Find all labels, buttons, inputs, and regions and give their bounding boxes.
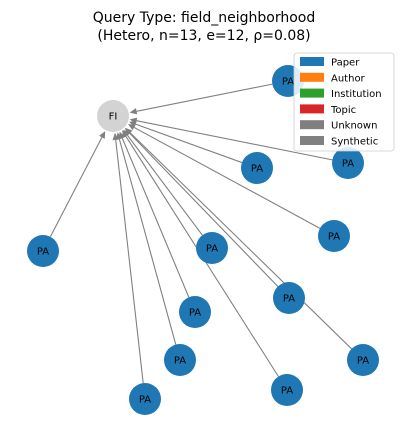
legend-label: Author: [331, 73, 366, 84]
node-circle: [196, 232, 228, 264]
edge: [124, 128, 279, 287]
legend-item: Topic: [300, 104, 356, 116]
edge-line: [121, 137, 190, 298]
arrow-head: [122, 130, 129, 138]
edge-line: [129, 132, 279, 287]
legend-swatch: [300, 72, 324, 82]
node-circle: [332, 147, 364, 179]
legend-label: Topic: [330, 105, 356, 116]
edge-line: [118, 138, 177, 345]
node-label: PA: [37, 247, 49, 258]
arrow-head: [112, 132, 119, 141]
legend-item: Author: [300, 72, 366, 84]
node-pa8: PA: [179, 296, 211, 328]
node-pa9: PA: [347, 344, 379, 376]
node-label: PA: [206, 244, 218, 255]
node-label: PA: [139, 395, 151, 406]
edge: [127, 124, 321, 229]
legend-swatch: [300, 120, 324, 130]
node-label: PA: [282, 77, 294, 88]
legend-items: Paper Author Institution Topic Unknown Synthe…: [300, 57, 382, 148]
node-circle: [271, 374, 303, 406]
edge: [112, 132, 144, 384]
legend-label: Unknown: [331, 121, 377, 132]
edge-line: [133, 126, 321, 229]
edge: [116, 132, 177, 345]
node-circle: [273, 282, 305, 314]
arrow-head: [127, 124, 136, 131]
arrow-head: [129, 108, 138, 115]
node-pa5: PA: [27, 235, 59, 267]
node-label: PA: [328, 232, 340, 243]
edge-line: [135, 123, 243, 164]
chart-subtitle: (Hetero, n=13, e=12, ρ=0.08): [97, 28, 310, 44]
legend-item: Synthetic: [300, 136, 378, 148]
legend-swatch: [300, 104, 324, 114]
node-pa12: PA: [129, 383, 161, 415]
node-pa6: PA: [196, 232, 228, 264]
edge: [49, 131, 106, 238]
edge: [123, 129, 203, 236]
node-label: PA: [281, 386, 293, 397]
node-pa7: PA: [273, 282, 305, 314]
edge: [125, 127, 352, 350]
node-circle: [27, 235, 59, 267]
node-circle: [179, 296, 211, 328]
legend-swatch: [300, 57, 324, 66]
node-pa3: PA: [241, 152, 273, 184]
legend-item: Institution: [300, 88, 382, 100]
node-circle: [97, 100, 129, 132]
node-label: PA: [174, 356, 186, 367]
node-circle: [129, 383, 161, 415]
edge-line: [129, 132, 352, 350]
edge-line: [136, 83, 273, 112]
node-circle: [241, 152, 273, 184]
chart-title: Query Type: field_neighborhood: [93, 10, 316, 26]
legend-swatch: [300, 88, 324, 98]
node-circle: [164, 344, 196, 376]
node-circle: [347, 344, 379, 376]
legend-label: Paper: [331, 58, 360, 69]
arrow-head: [125, 127, 133, 136]
edge-line: [49, 137, 103, 238]
legend: Paper Author Institution Topic Unknown Synthe…: [293, 52, 395, 152]
node-label: PA: [189, 308, 201, 319]
legend-swatch: [300, 136, 324, 145]
legend-label: Institution: [331, 89, 382, 100]
edge-line: [126, 134, 203, 236]
legend-label: Synthetic: [331, 137, 378, 148]
node-fi: FI: [97, 100, 129, 132]
edge-line: [115, 139, 144, 384]
legend-item: Unknown: [300, 120, 377, 132]
edge-line: [136, 120, 333, 161]
node-label: PA: [251, 164, 263, 175]
node-label: PA: [357, 356, 369, 367]
node-label: PA: [342, 159, 354, 170]
edge: [128, 121, 243, 164]
node-pa4: PA: [318, 220, 350, 252]
node-label: FI: [109, 112, 118, 123]
edge: [129, 83, 273, 115]
node-pa11: PA: [271, 374, 303, 406]
legend-item: Paper: [300, 57, 360, 69]
nodes-layer: FI PA PA PA PA PA PA PA PA PA PA PA PA: [27, 65, 379, 415]
node-pa2: PA: [332, 147, 364, 179]
node-label: PA: [283, 294, 295, 305]
arrow-head: [99, 131, 106, 139]
node-circle: [318, 220, 350, 252]
node-pa10: PA: [164, 344, 196, 376]
